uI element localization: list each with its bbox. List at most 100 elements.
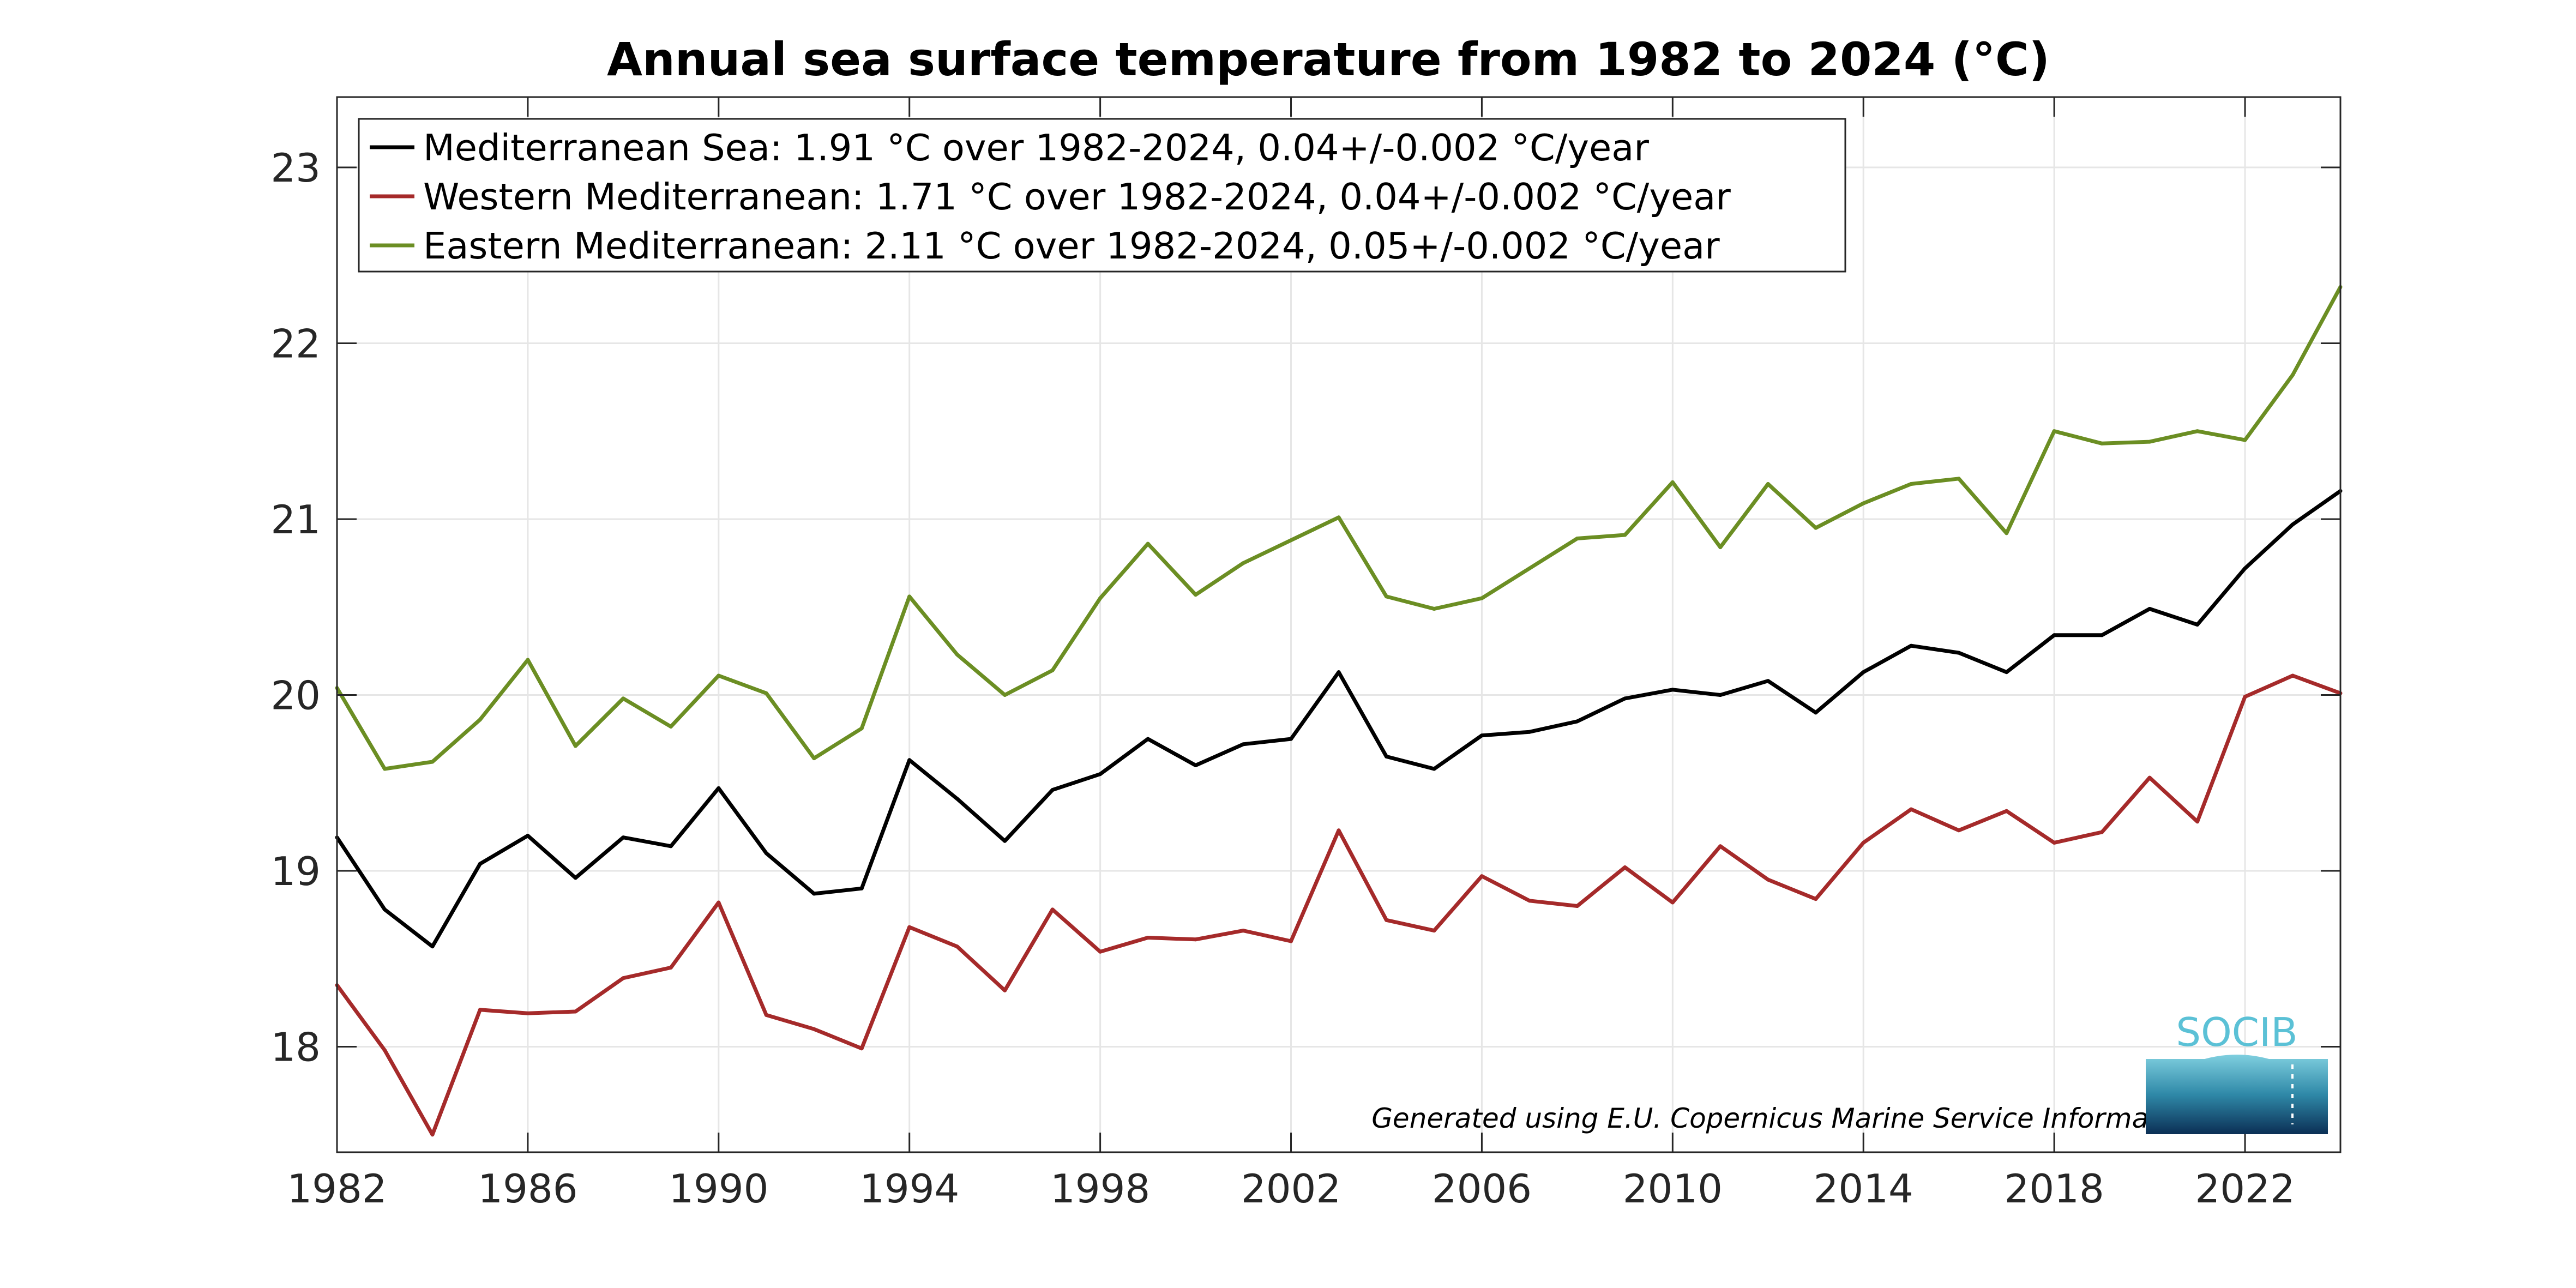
data-point	[1479, 874, 1484, 878]
data-point	[1003, 988, 1007, 992]
data-point	[1670, 900, 1675, 905]
data-point	[621, 835, 625, 840]
data-point	[717, 786, 721, 790]
data-point	[1575, 537, 1579, 540]
data-point	[1098, 596, 1103, 600]
data-point	[1337, 670, 1341, 675]
y-tick-label: 20	[270, 673, 321, 719]
data-point	[1575, 904, 1579, 908]
x-tick-label: 1990	[669, 1166, 768, 1212]
data-point	[1670, 480, 1675, 484]
x-tick-label: 1982	[287, 1166, 387, 1212]
data-point	[1050, 907, 1055, 912]
data-point	[764, 851, 768, 856]
data-point	[812, 756, 816, 761]
data-point	[573, 744, 577, 748]
data-point	[1241, 929, 1245, 933]
y-tick-label: 22	[270, 321, 321, 367]
data-point	[2100, 441, 2104, 446]
plot-frame	[336, 96, 2342, 1153]
data-point	[621, 696, 625, 701]
data-point	[478, 1008, 482, 1012]
data-point	[1718, 844, 1723, 848]
data-point	[1957, 651, 1961, 655]
data-point	[907, 758, 912, 762]
data-point	[2147, 607, 2152, 611]
data-point	[478, 718, 482, 722]
data-point	[573, 876, 577, 880]
legend-box	[358, 118, 1846, 273]
data-point	[1909, 482, 1913, 486]
data-point	[717, 900, 721, 905]
data-point	[1527, 899, 1532, 903]
data-point	[478, 862, 482, 866]
data-point	[1766, 482, 1770, 486]
data-point	[1146, 936, 1150, 940]
data-point	[1241, 742, 1245, 747]
data-point	[2291, 373, 2295, 377]
data-point	[1718, 693, 1723, 697]
data-point	[1861, 670, 1865, 675]
data-point	[2147, 775, 2152, 780]
data-point	[2005, 670, 2009, 675]
x-axis: 1982 1986 1990 1994 1998 2002 2006 2010 2014 2018…	[287, 1166, 2295, 1212]
data-point	[859, 886, 864, 890]
data-point	[1909, 807, 1913, 811]
data-point	[2291, 522, 2295, 527]
data-point	[2195, 429, 2200, 434]
y-tick-label: 19	[270, 848, 321, 894]
data-point	[430, 944, 435, 949]
data-point	[526, 658, 530, 662]
data-point	[1479, 733, 1484, 738]
data-point	[764, 1013, 768, 1017]
y-tick-label: 21	[270, 497, 321, 543]
data-point	[2243, 566, 2247, 570]
data-point	[859, 726, 864, 731]
data-point	[1194, 937, 1198, 942]
legend-label: Mediterranean Sea: 1.91 °C over 1982-202…	[423, 127, 1649, 169]
data-point	[383, 767, 387, 771]
data-point	[2052, 429, 2056, 434]
x-tick-label: 1994	[859, 1166, 959, 1212]
data-point	[1289, 538, 1293, 543]
data-point	[1766, 877, 1770, 882]
data-point	[1385, 754, 1388, 759]
data-point	[1527, 566, 1532, 570]
copernicus-credit: Generated using E.U. Copernicus Marine S…	[1371, 1103, 2201, 1134]
x-tick-label: 2010	[1623, 1166, 1723, 1212]
data-point	[2100, 830, 2104, 834]
x-tick-label: 1986	[478, 1166, 577, 1212]
data-point	[1623, 865, 1627, 869]
data-point	[2100, 633, 2104, 637]
data-point	[1957, 828, 1961, 833]
data-point	[1623, 533, 1627, 537]
data-point	[1718, 545, 1723, 550]
socib-logo: SOCIB	[2146, 1009, 2328, 1134]
data-point	[1098, 949, 1103, 954]
data-point	[2291, 673, 2295, 678]
data-point	[1766, 679, 1770, 683]
data-point	[1194, 593, 1198, 597]
data-point	[2052, 840, 2056, 845]
logo-wave	[2146, 1055, 2328, 1134]
data-point	[2195, 623, 2200, 627]
series-lines	[335, 285, 2343, 1137]
data-point	[1098, 772, 1103, 777]
y-tick-label: 18	[270, 1025, 321, 1070]
data-point	[1146, 541, 1150, 546]
data-point	[764, 691, 768, 695]
data-point	[955, 652, 959, 657]
data-point	[2005, 809, 2009, 813]
data-point	[526, 1011, 530, 1015]
data-point	[621, 976, 625, 980]
x-tick-label: 2002	[1241, 1166, 1341, 1212]
axis-ticks	[336, 97, 2340, 1152]
data-point	[1861, 840, 1865, 845]
y-tick-label: 23	[270, 145, 321, 191]
data-point	[1432, 767, 1436, 771]
data-point	[2243, 695, 2247, 699]
data-point	[573, 1009, 577, 1014]
data-point	[1575, 719, 1579, 724]
data-point	[1432, 607, 1436, 611]
